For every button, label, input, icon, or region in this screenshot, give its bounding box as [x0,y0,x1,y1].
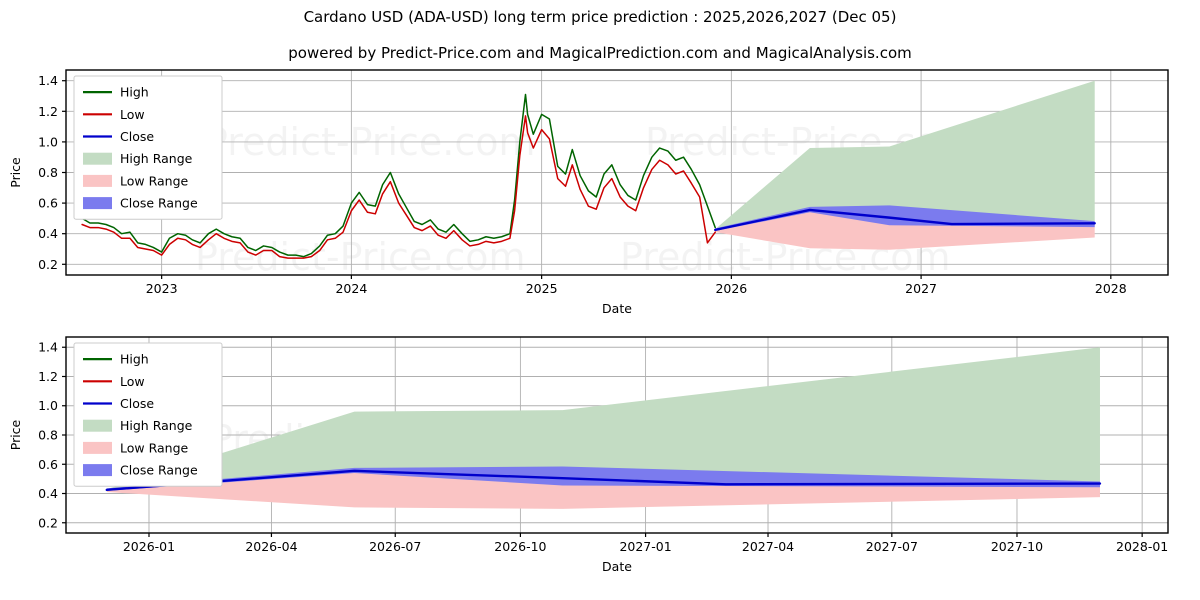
legend-label: Close [120,129,154,144]
x-tick-label: 2027 [905,281,937,296]
legend-item-close-range: Close Range [83,196,198,211]
x-axis-title: Date [602,301,632,316]
x-tick-label: 2026-10 [494,539,546,554]
y-tick-label: 0.2 [38,257,58,272]
legend-label: Close [120,396,154,411]
y-tick-label: 1.2 [38,104,58,119]
y-tick-label: 1.0 [38,398,58,413]
legend-label: High [120,352,149,367]
page-title: Cardano USD (ADA-USD) long term price pr… [303,8,897,26]
legend-item-low-range: Low Range [83,440,189,455]
legend-item-close-range: Close Range [83,463,198,478]
legend-label: Low [120,374,145,389]
legend-item-close: Close [83,396,154,411]
legend-item-high-range: High Range [83,418,193,433]
x-tick-label: 2026-01 [123,539,175,554]
y-axis-title: Price [8,157,23,188]
legend-label: Low Range [120,173,189,188]
series-line-close [714,208,1096,232]
y-tick-label: 0.2 [38,515,58,530]
y-tick-label: 0.8 [38,165,58,180]
legend-label: Low Range [120,440,189,455]
y-tick-label: 0.4 [38,486,58,501]
band-low-range [106,472,1100,509]
legend-label: Close Range [120,463,198,478]
legend-label: Low [120,107,145,122]
x-tick-label: 2027-04 [742,539,794,554]
x-tick-label: 2026-04 [245,539,297,554]
y-tick-label: 1.4 [38,340,58,355]
x-tick-label: 2025 [526,281,558,296]
x-axis-title: Date [602,559,632,574]
legend-item-low-range: Low Range [83,173,189,188]
legend-patch-swatch [83,419,112,432]
x-tick-label: 2026-07 [369,539,421,554]
legend-label: High [120,85,149,100]
legend-label: High Range [120,418,193,433]
watermark-text: Predict-Price.com [195,235,526,279]
x-tick-label: 2026 [715,281,747,296]
series-line-high [81,93,716,258]
legend-item-close: Close [83,129,154,144]
legend-label: High Range [120,151,193,166]
band-high-range [106,347,1100,491]
y-tick-label: 1.0 [38,134,58,149]
legend: High Low Close High Range Low Range Close Ran… [73,75,223,220]
x-tick-label: 2028-01 [1116,539,1168,554]
legend-patch-swatch [83,152,112,165]
y-tick-label: 1.4 [38,73,58,88]
legend-item-high: High [83,85,149,100]
legend-patch-swatch [83,464,112,477]
y-tick-label: 0.6 [38,196,58,211]
x-tick-label: 2028 [1095,281,1127,296]
chart-top: Predict-Price.comPredict-Price.comPredic… [8,69,1169,316]
x-tick-label: 2023 [146,281,178,296]
legend-item-low: Low [83,107,145,122]
chart-bottom: Predict-Price.comPredict-Price.com0.20.4… [8,336,1169,574]
x-tick-label: 2024 [335,281,367,296]
legend-item-high-range: High Range [83,151,193,166]
band-low-range [715,211,1095,250]
x-tick-label: 2027-10 [991,539,1043,554]
legend-item-high: High [83,352,149,367]
y-tick-label: 1.2 [38,369,58,384]
series-line-close [105,469,1102,492]
page-subtitle: powered by Predict-Price.com and Magical… [288,44,912,62]
y-tick-label: 0.6 [38,457,58,472]
legend-patch-swatch [83,174,112,187]
legend: High Low Close High Range Low Range Close Ran… [73,342,223,487]
band-high-range [715,80,1095,231]
legend-patch-swatch [83,197,112,210]
y-tick-label: 0.4 [38,226,58,241]
legend-patch-swatch [83,441,112,454]
y-axis-title: Price [8,419,23,450]
x-tick-label: 2027-01 [619,539,671,554]
legend-label: Close Range [120,196,198,211]
legend-item-low: Low [83,374,145,389]
x-tick-label: 2027-07 [866,539,918,554]
y-tick-label: 0.8 [38,428,58,443]
series-line-low [81,115,716,259]
